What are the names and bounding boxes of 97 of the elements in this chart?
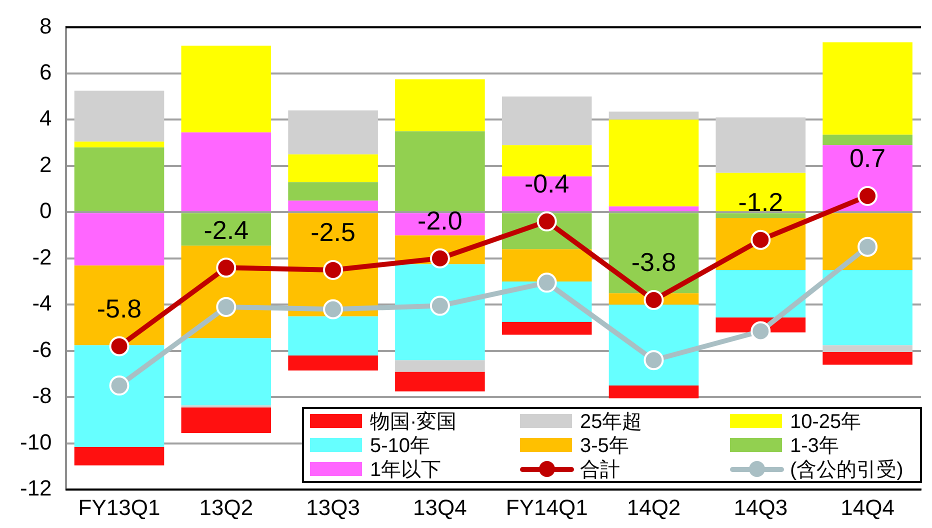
bar	[181, 132, 272, 212]
bar	[395, 79, 485, 132]
x-tick-label: 14Q4	[840, 494, 894, 520]
legend-label: 10-25年	[790, 410, 862, 434]
bar	[822, 352, 912, 365]
point	[536, 272, 557, 293]
x-tick-label: 13Q4	[413, 494, 467, 520]
point	[536, 211, 557, 232]
bar	[822, 213, 912, 270]
bar	[608, 120, 699, 206]
point	[644, 290, 664, 310]
bar	[716, 172, 806, 212]
bar	[181, 213, 272, 246]
y-tick-label: 6	[40, 60, 52, 85]
bar	[74, 213, 164, 266]
bar	[74, 90, 164, 142]
legend-label: 合計	[580, 458, 620, 482]
bar	[395, 360, 485, 372]
legend-label: 25年超	[580, 410, 642, 434]
bar	[74, 142, 164, 148]
bar	[181, 405, 272, 408]
point	[430, 248, 450, 268]
point	[109, 336, 130, 356]
y-tick-label: -8	[32, 383, 52, 408]
bar	[288, 356, 378, 371]
bar	[502, 96, 592, 146]
point	[858, 236, 878, 257]
bar	[608, 206, 699, 212]
bar	[502, 249, 592, 282]
point	[750, 321, 771, 342]
data-label: -2.5	[310, 217, 356, 248]
bar	[181, 408, 272, 433]
point	[430, 296, 450, 316]
bar	[181, 338, 272, 406]
bar	[395, 264, 485, 360]
x-tick-label: FY14Q1	[506, 494, 588, 520]
x-tick-label: FY13Q1	[78, 494, 160, 520]
bar	[822, 134, 912, 146]
x-tick-label: 14Q3	[734, 494, 788, 520]
point	[216, 258, 236, 278]
bar	[74, 345, 164, 447]
bar	[822, 345, 912, 352]
data-label: 0.7	[849, 143, 886, 174]
y-tick-label: -4	[32, 290, 52, 316]
data-label: -0.4	[524, 168, 570, 199]
legend-label: 物国·変国	[370, 410, 457, 434]
x-tick-label: 14Q2	[626, 494, 681, 520]
y-tick-label: -6	[32, 336, 52, 362]
y-tick-label: 8	[40, 13, 52, 38]
y-tick-label: -2	[32, 244, 52, 270]
bar	[288, 316, 378, 356]
legend-label: 1年以下	[370, 458, 442, 482]
bar	[716, 117, 806, 173]
y-tick-label: 4	[40, 106, 52, 131]
x-tick-label: 13Q3	[306, 494, 360, 520]
y-tick-label: -12	[20, 476, 52, 501]
bar	[288, 200, 378, 212]
legend-label: 1-3年	[790, 434, 839, 458]
y-tick-label: 2	[40, 152, 52, 177]
bar	[502, 322, 592, 335]
bar	[822, 145, 912, 212]
bar	[608, 213, 699, 294]
point	[109, 376, 130, 396]
bar	[395, 131, 485, 212]
bar	[822, 42, 912, 135]
data-label: -1.2	[738, 187, 784, 218]
bar	[74, 265, 164, 346]
bar	[822, 270, 912, 346]
bar	[395, 213, 485, 236]
bar	[502, 176, 592, 212]
bar	[74, 446, 164, 466]
bar	[288, 182, 378, 201]
data-label: -3.8	[631, 247, 676, 278]
data-label: -5.8	[96, 293, 142, 324]
data-label: -2.0	[418, 206, 462, 236]
legend-label: 5-10年	[370, 434, 430, 458]
bar	[288, 110, 378, 154]
point	[323, 299, 344, 320]
y-tick-label: 0	[40, 198, 52, 224]
point	[750, 230, 771, 250]
bar	[716, 270, 806, 318]
data-label: -2.4	[204, 214, 249, 245]
point	[216, 296, 236, 317]
point	[323, 260, 344, 280]
legend-label: (含公的引受)	[790, 458, 904, 482]
bar	[288, 154, 378, 182]
point	[858, 186, 878, 206]
bar	[608, 112, 699, 120]
x-tick-label: 13Q2	[199, 494, 254, 520]
bar	[181, 46, 272, 132]
y-tick-label: -10	[20, 429, 52, 454]
point	[644, 350, 664, 370]
bar	[74, 147, 164, 212]
bar	[395, 372, 485, 392]
bar	[608, 386, 699, 398]
bar	[716, 213, 806, 218]
legend-label: 3-5年	[580, 434, 629, 458]
